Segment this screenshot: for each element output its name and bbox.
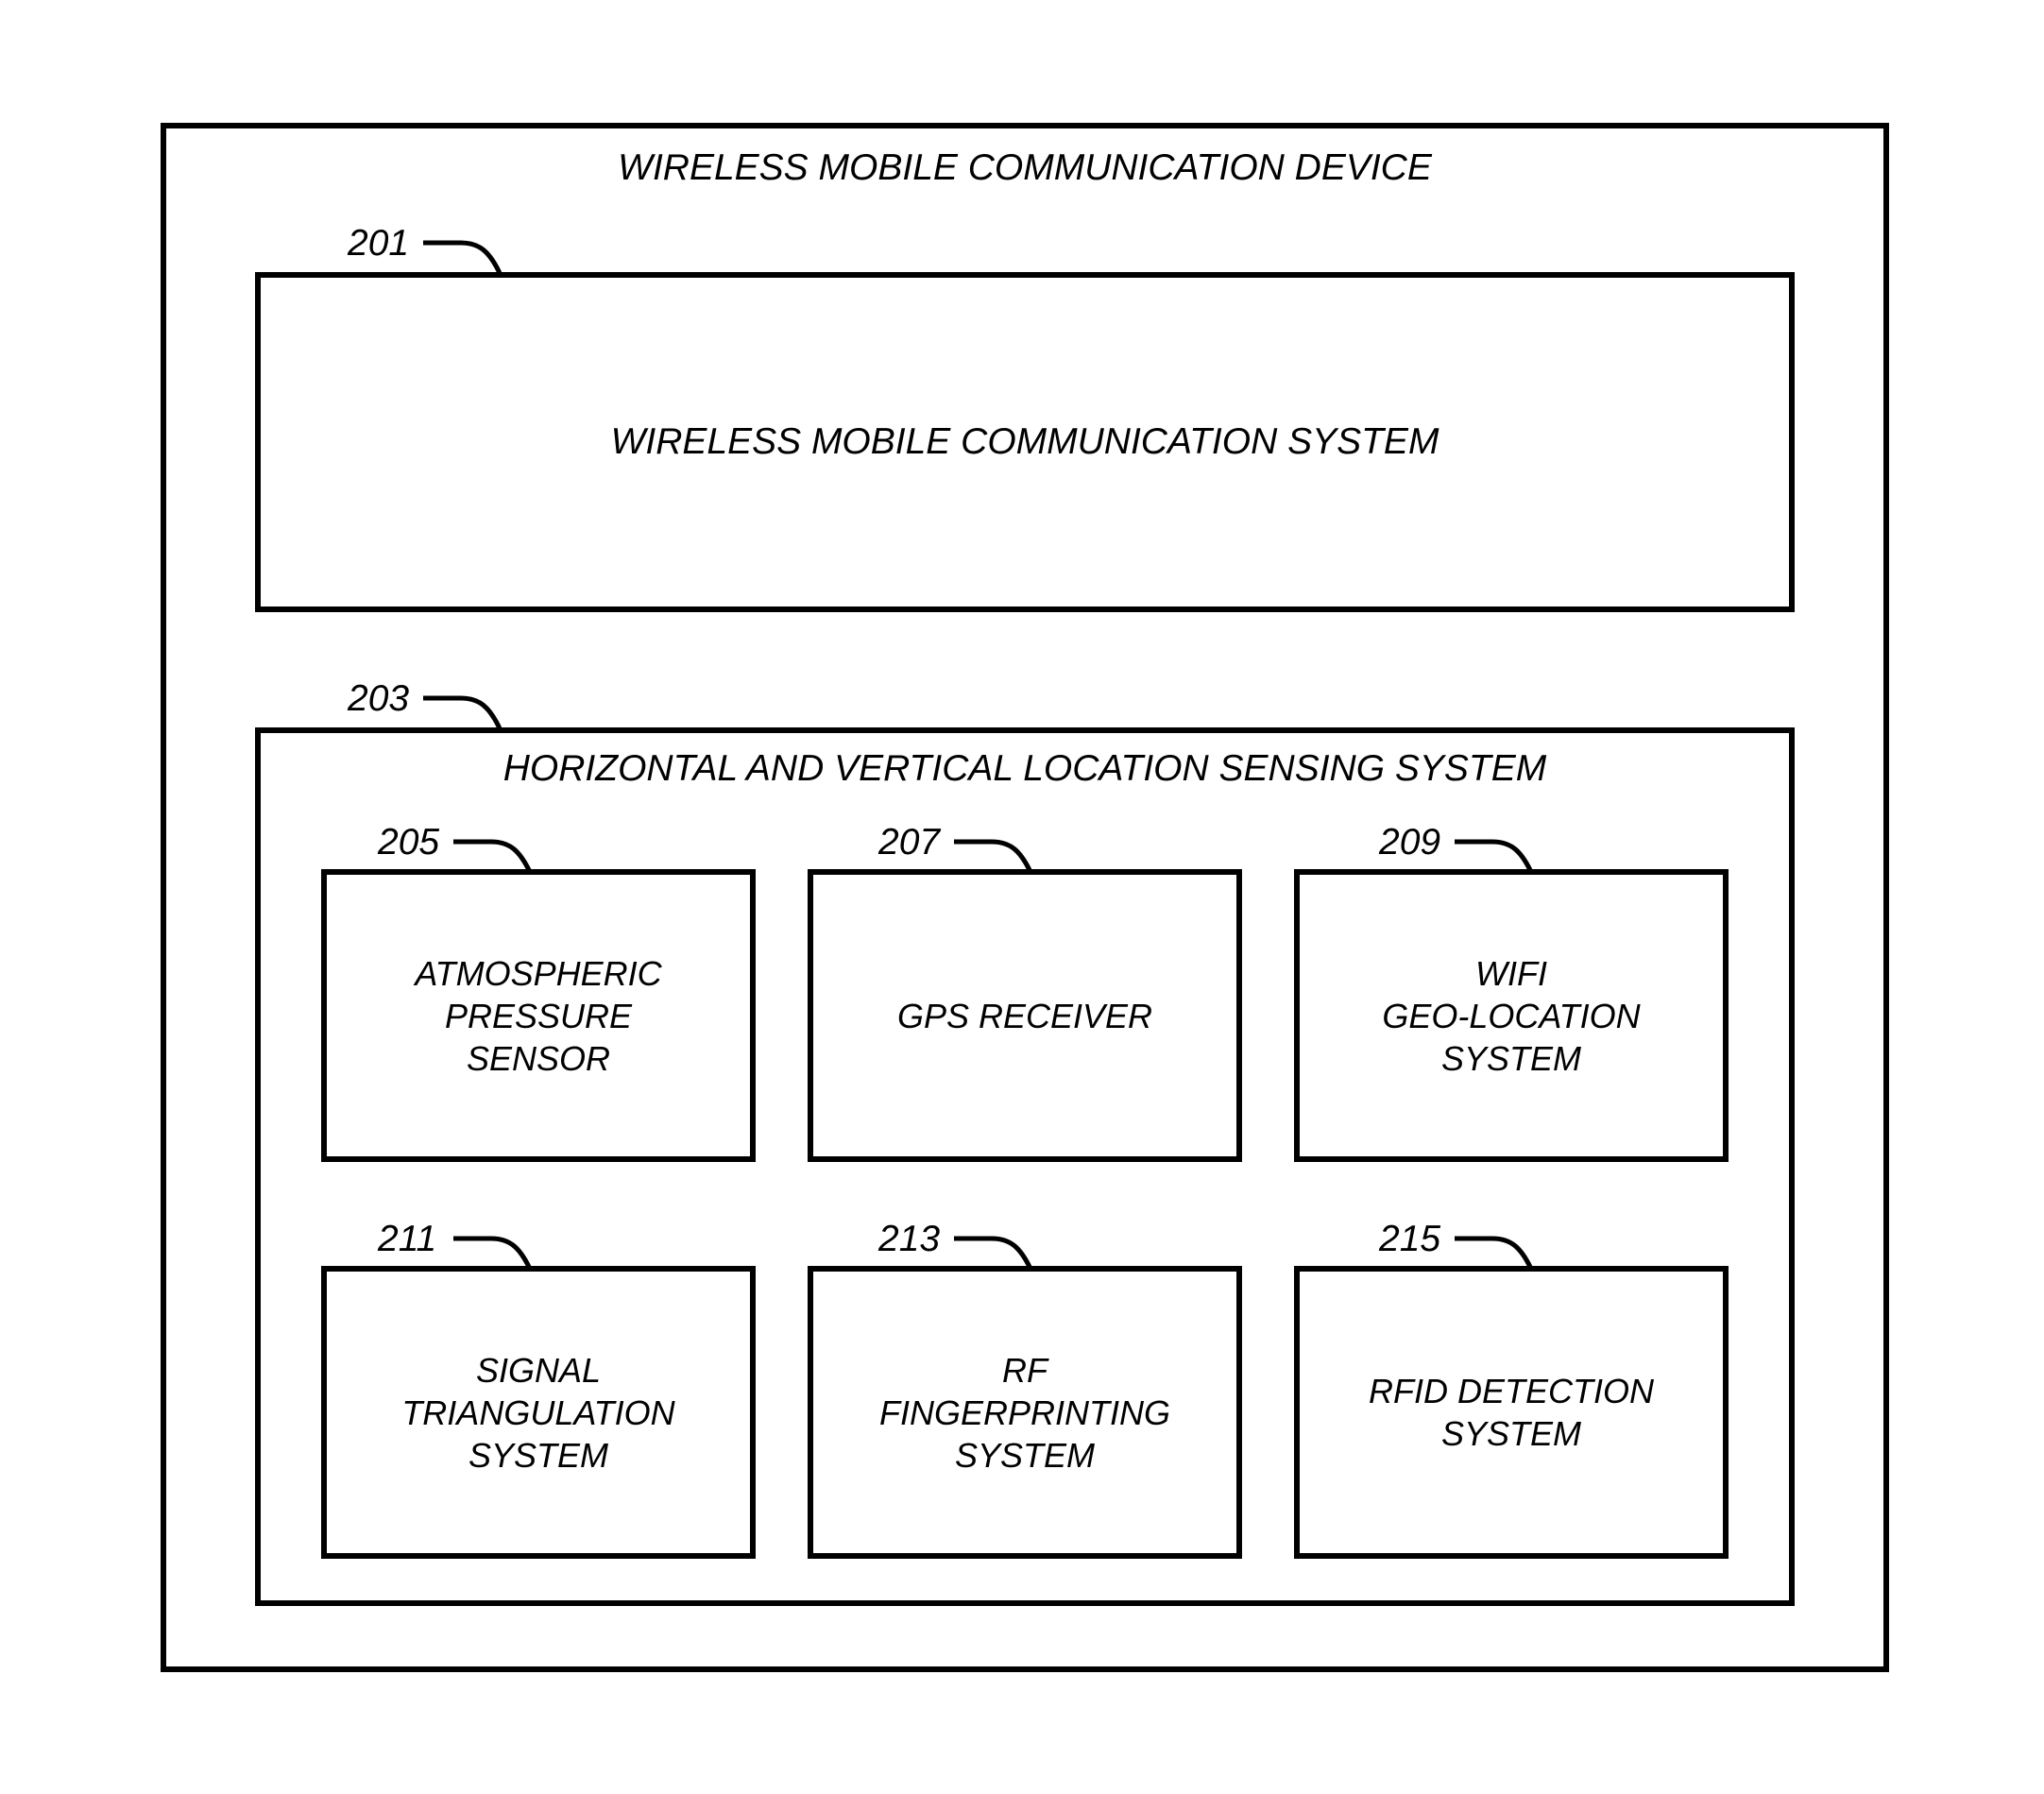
box-rfid-detection-system: RFID DETECTION SYSTEM [1294,1266,1729,1559]
ref-213: 213 [878,1219,940,1260]
label-rf-fingerprinting-system: RF FINGERPRINTING SYSTEM [879,1349,1170,1477]
label-wireless-comm-system: WIRELESS MOBILE COMMUNICATION SYSTEM [611,419,1439,466]
box-wifi-geolocation-system: WIFI GEO-LOCATION SYSTEM [1294,869,1729,1162]
outer-device-title: WIRELESS MOBILE COMMUNICATION DEVICE [618,145,1432,192]
ref-215: 215 [1379,1219,1440,1260]
box-rf-fingerprinting-system: RF FINGERPRINTING SYSTEM [808,1266,1242,1559]
box-signal-triangulation-system: SIGNAL TRIANGULATION SYSTEM [321,1266,756,1559]
ref-207: 207 [878,822,940,863]
diagram-canvas: WIRELESS MOBILE COMMUNICATION DEVICE 201… [0,0,2044,1794]
label-atmospheric-pressure-sensor: ATMOSPHERIC PRESSURE SENSOR [415,952,661,1080]
label-signal-triangulation-system: SIGNAL TRIANGULATION SYSTEM [401,1349,674,1477]
box-wireless-comm-system: WIRELESS MOBILE COMMUNICATION SYSTEM [255,272,1795,612]
label-gps-receiver: GPS RECEIVER [897,995,1152,1037]
ref-203: 203 [348,678,409,720]
ref-211: 211 [378,1219,436,1260]
label-rfid-detection-system: RFID DETECTION SYSTEM [1369,1370,1654,1455]
label-wifi-geolocation-system: WIFI GEO-LOCATION SYSTEM [1382,952,1640,1080]
box-atmospheric-pressure-sensor: ATMOSPHERIC PRESSURE SENSOR [321,869,756,1162]
ref-209: 209 [1379,822,1440,863]
ref-205: 205 [378,822,439,863]
ref-201: 201 [348,223,409,265]
box-gps-receiver: GPS RECEIVER [808,869,1242,1162]
title-location-sensing-system: HORIZONTAL AND VERTICAL LOCATION SENSING… [503,746,1547,793]
